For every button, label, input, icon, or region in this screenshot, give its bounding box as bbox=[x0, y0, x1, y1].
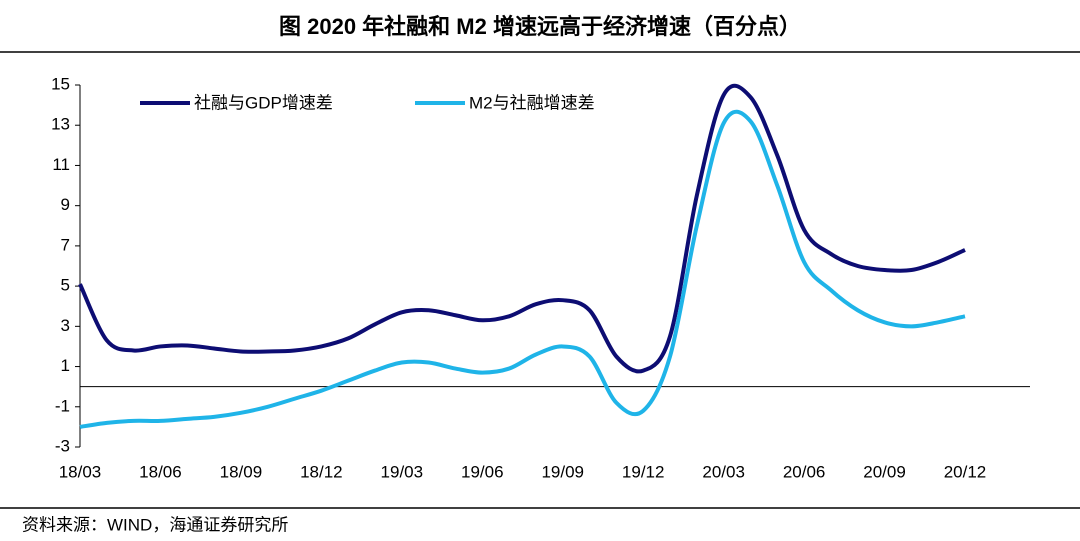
y-tick-label: -1 bbox=[55, 396, 70, 415]
chart-title: 图 2020 年社融和 M2 增速远高于经济增速（百分点） bbox=[279, 14, 801, 39]
y-tick-label: 1 bbox=[61, 356, 70, 375]
y-tick-label: 11 bbox=[52, 155, 70, 174]
x-tick-label: 20/12 bbox=[944, 462, 987, 481]
line-series bbox=[78, 83, 966, 374]
y-tick-label: 9 bbox=[61, 195, 70, 214]
y-tick-label: 13 bbox=[51, 115, 70, 134]
legend-label: 社融与GDP增速差 bbox=[194, 93, 333, 112]
y-tick-label: 5 bbox=[61, 276, 70, 295]
line-series bbox=[79, 109, 966, 429]
x-tick-label: 19/06 bbox=[461, 462, 504, 481]
x-tick-label: 18/09 bbox=[220, 462, 263, 481]
y-tick-label: -3 bbox=[55, 436, 70, 455]
x-tick-label: 20/09 bbox=[863, 462, 906, 481]
x-tick-label: 20/06 bbox=[783, 462, 826, 481]
y-tick-label: 3 bbox=[61, 316, 70, 335]
y-tick-label: 15 bbox=[51, 74, 70, 93]
y-tick-label: 7 bbox=[61, 235, 70, 254]
x-tick-label: 19/12 bbox=[622, 462, 665, 481]
x-tick-label: 18/06 bbox=[139, 462, 182, 481]
x-tick-label: 18/03 bbox=[59, 462, 102, 481]
x-tick-label: 18/12 bbox=[300, 462, 343, 481]
legend-label: M2与社融增速差 bbox=[469, 93, 595, 112]
x-tick-label: 19/09 bbox=[541, 462, 584, 481]
x-tick-label: 20/03 bbox=[702, 462, 745, 481]
x-tick-label: 19/03 bbox=[381, 462, 424, 481]
source: 资料来源：WIND，海通证券研究所 bbox=[22, 515, 288, 534]
